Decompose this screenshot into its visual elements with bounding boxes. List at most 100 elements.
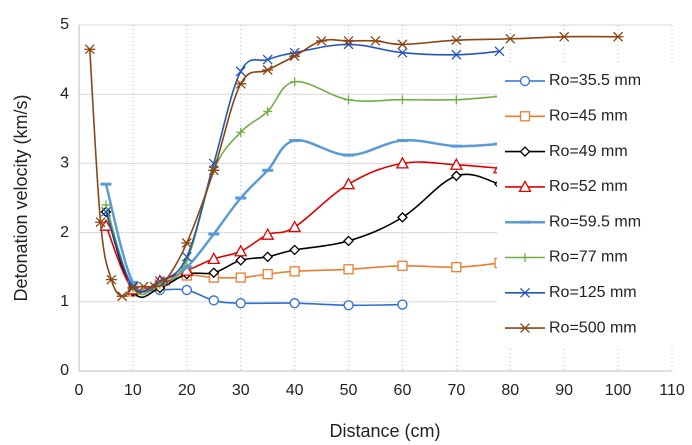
legend: Ro=35.5 mm Ro=45 mm Ro=49 mm Ro=52 mm Ro=59.…	[497, 64, 675, 347]
marker	[397, 299, 408, 310]
marker	[262, 251, 274, 263]
marker	[289, 51, 301, 62]
marker	[451, 95, 461, 105]
marker	[344, 95, 354, 105]
marker	[235, 254, 247, 266]
marker	[519, 146, 531, 158]
x-tick-label: 80	[501, 382, 519, 399]
x-tick-label: 40	[286, 382, 304, 399]
marker	[316, 35, 328, 46]
marker	[395, 156, 410, 169]
marker	[370, 35, 381, 46]
marker	[520, 253, 530, 262]
marker	[105, 274, 117, 285]
marker	[450, 170, 462, 182]
marker	[612, 31, 624, 42]
y-tick-label: 1	[60, 293, 69, 310]
marker	[235, 66, 246, 77]
marker	[519, 323, 531, 334]
y-tick-label: 4	[60, 85, 69, 102]
marker	[397, 260, 408, 271]
marker	[262, 54, 273, 65]
marker	[397, 211, 408, 223]
marker	[235, 298, 246, 309]
x-tick-label: 70	[447, 382, 465, 399]
marker	[494, 46, 505, 57]
marker	[127, 283, 139, 293]
marker	[397, 95, 407, 105]
marker	[343, 35, 355, 46]
marker	[289, 244, 301, 256]
marker	[518, 180, 532, 193]
marker	[519, 111, 531, 122]
marker	[504, 33, 516, 44]
marker	[116, 291, 128, 302]
legend-label: Ro=49 mm	[549, 143, 628, 160]
series-line	[105, 161, 500, 294]
marker	[451, 262, 462, 273]
marker	[138, 281, 150, 292]
y-tick-label: 3	[60, 155, 69, 172]
x-tick-label: 110	[659, 382, 685, 399]
legend-label: Ro=77 mm	[549, 249, 628, 266]
legend-label: Ro=59.5 mm	[549, 213, 641, 230]
marker	[396, 39, 408, 50]
marker	[84, 44, 96, 55]
legend-label: Ro=52 mm	[549, 178, 628, 195]
marker	[343, 300, 354, 311]
marker	[235, 272, 246, 283]
series-line	[105, 173, 500, 298]
x-tick-label: 50	[340, 382, 358, 399]
y-tick-label: 2	[60, 224, 69, 241]
marker	[235, 78, 247, 89]
marker	[341, 177, 356, 190]
marker	[208, 165, 220, 176]
x-tick-label: 60	[394, 382, 412, 399]
y-tick-label: 0	[60, 362, 69, 379]
legend-label: Ro=125 mm	[549, 284, 637, 301]
marker	[262, 268, 273, 280]
marker	[519, 75, 531, 87]
marker	[181, 284, 192, 296]
y-tick-label: 5	[60, 16, 69, 33]
marker	[207, 252, 221, 265]
marker	[261, 227, 275, 240]
x-tick-label: 10	[124, 382, 142, 399]
series-line	[105, 80, 500, 296]
marker	[159, 276, 171, 286]
legend-label: Ro=500 mm	[549, 319, 637, 336]
marker	[290, 77, 300, 87]
marker	[101, 200, 111, 210]
marker	[520, 287, 530, 298]
marker	[181, 238, 193, 248]
marker	[181, 251, 192, 262]
x-tick-label: 0	[75, 382, 84, 399]
marker	[343, 235, 354, 247]
x-tick-label: 30	[232, 382, 250, 399]
legend-label: Ro=45 mm	[549, 108, 628, 125]
marker	[450, 35, 462, 46]
marker	[262, 65, 274, 75]
marker	[558, 31, 570, 42]
marker	[397, 47, 408, 58]
marker	[288, 220, 302, 233]
marker	[100, 206, 111, 217]
marker	[95, 217, 107, 228]
x-tick-label: 90	[555, 382, 573, 399]
marker	[451, 49, 462, 60]
x-tick-label: 100	[605, 382, 632, 399]
marker	[449, 157, 463, 170]
marker	[148, 281, 160, 292]
series-line	[132, 288, 403, 307]
marker	[343, 264, 354, 275]
marker	[208, 295, 219, 306]
marker	[263, 107, 273, 116]
x-tick-label: 20	[178, 382, 196, 399]
marker	[289, 298, 300, 309]
marker	[236, 127, 246, 137]
plot-area	[84, 31, 624, 311]
marker	[234, 244, 248, 257]
x-axis-title: Distance (cm)	[329, 421, 440, 441]
y-axis-title: Detonation velocity (km/s)	[11, 94, 31, 301]
